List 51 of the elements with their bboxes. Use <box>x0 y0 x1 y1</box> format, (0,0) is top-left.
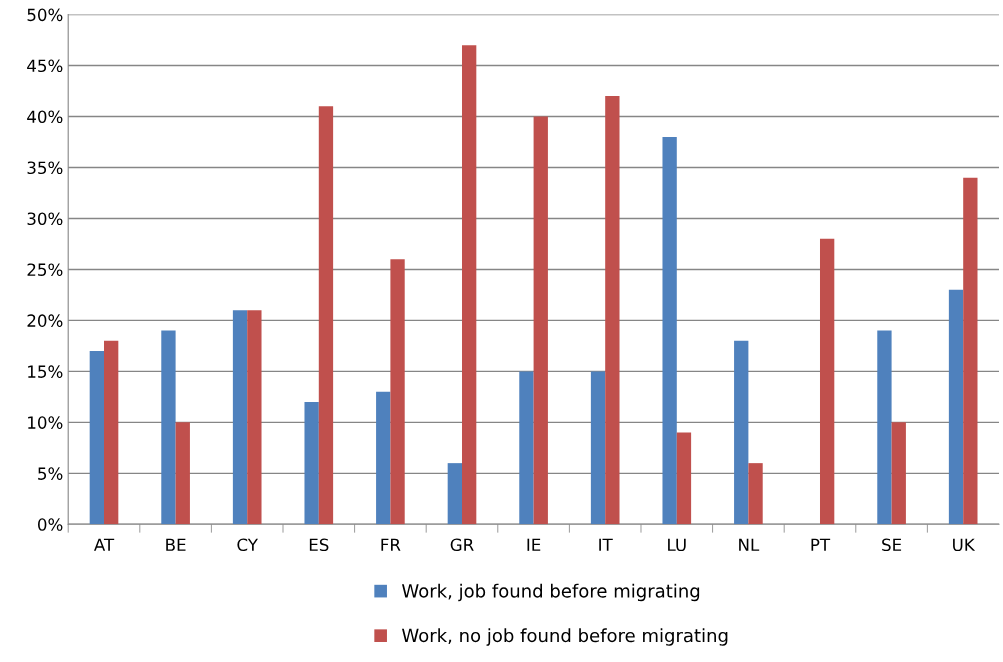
bar <box>590 371 606 525</box>
y-tick-label: 10% <box>28 416 63 429</box>
legend-label: Work, no job found before migrating <box>402 628 728 646</box>
y-tick-label: 15% <box>28 365 63 378</box>
bar <box>734 340 749 525</box>
y-tick-label: 5% <box>38 467 63 480</box>
bar <box>175 422 190 525</box>
x-tick-label: AT <box>93 538 115 551</box>
bar <box>247 310 262 525</box>
bar <box>877 330 892 525</box>
y-tick-label: 0% <box>38 518 63 531</box>
bar <box>304 401 319 525</box>
bar <box>318 106 334 525</box>
bar <box>390 259 405 525</box>
y-tick-label: 40% <box>27 110 63 124</box>
x-tick-label: FR <box>381 538 401 551</box>
bar <box>104 340 119 525</box>
bar <box>533 116 548 525</box>
x-tick-label: PT <box>811 538 831 551</box>
y-tick-label: 30% <box>27 212 63 226</box>
bar <box>605 96 620 525</box>
x-tick-label: SE <box>882 538 902 552</box>
y-tick-label: 50% <box>27 8 63 22</box>
x-tick-label: CY <box>237 538 258 552</box>
bar <box>963 177 978 525</box>
bar <box>462 45 477 525</box>
bar <box>662 136 677 525</box>
bar <box>89 350 104 525</box>
x-tick-label: NL <box>739 538 760 551</box>
bar <box>819 238 835 525</box>
x-tick-label: IT <box>599 538 613 551</box>
x-tick-label: LU <box>668 538 686 552</box>
bar <box>948 289 964 525</box>
y-tick-label: 25% <box>27 263 63 276</box>
y-tick-label: 20% <box>27 314 63 327</box>
bar <box>376 391 391 525</box>
x-tick-label: IE <box>527 538 541 551</box>
bar <box>748 463 763 525</box>
bar <box>447 463 462 525</box>
bar <box>232 310 248 525</box>
y-tick-label: 45% <box>27 59 63 73</box>
bar <box>676 432 692 525</box>
x-tick-label: UK <box>953 538 976 552</box>
x-tick-label: BE <box>166 538 186 551</box>
legend-label: Work, job found before migrating <box>402 583 700 602</box>
bar <box>891 422 906 525</box>
x-tick-label: ES <box>309 538 329 552</box>
bar <box>519 371 534 525</box>
bar <box>161 330 176 525</box>
y-tick-label: 35% <box>27 161 63 175</box>
x-tick-label: GR <box>450 538 474 552</box>
